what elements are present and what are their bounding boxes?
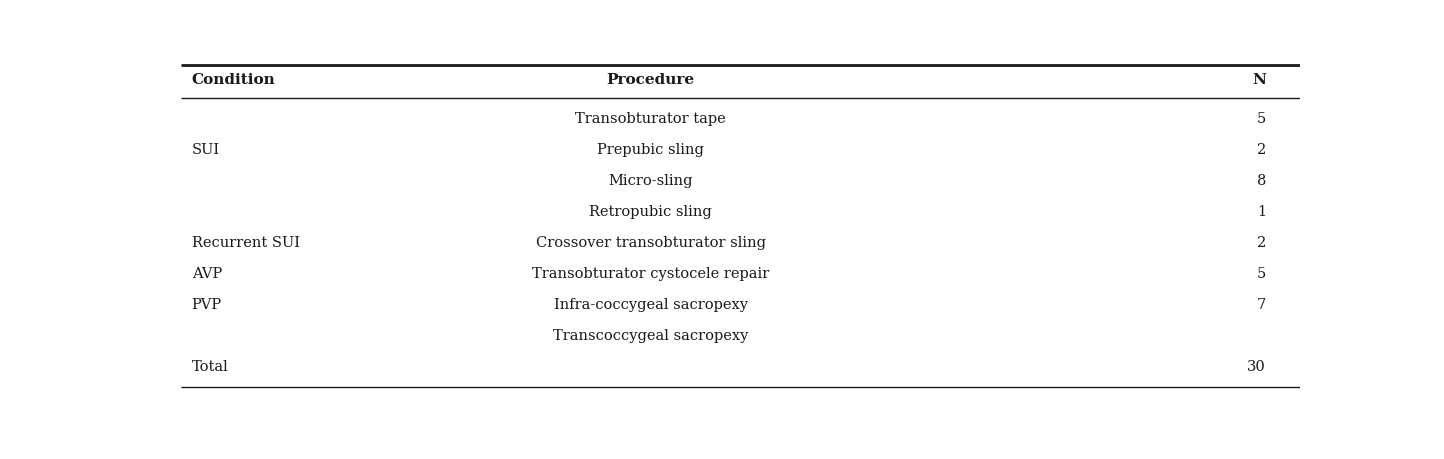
Text: SUI: SUI bbox=[192, 143, 219, 157]
Text: 8: 8 bbox=[1256, 174, 1266, 188]
Text: 1: 1 bbox=[1256, 205, 1266, 218]
Text: AVP: AVP bbox=[192, 266, 222, 280]
Text: Infra-coccygeal sacropexy: Infra-coccygeal sacropexy bbox=[553, 297, 748, 311]
Text: Crossover transobturator sling: Crossover transobturator sling bbox=[536, 235, 765, 249]
Text: Recurrent SUI: Recurrent SUI bbox=[192, 235, 300, 249]
Text: 5: 5 bbox=[1256, 112, 1266, 126]
Text: Micro-sling: Micro-sling bbox=[608, 174, 693, 188]
Text: Total: Total bbox=[192, 359, 228, 373]
Text: 5: 5 bbox=[1256, 266, 1266, 280]
Text: Transobturator tape: Transobturator tape bbox=[575, 112, 726, 126]
Text: Retropubic sling: Retropubic sling bbox=[589, 205, 712, 218]
Text: 30: 30 bbox=[1248, 359, 1266, 373]
Text: Condition: Condition bbox=[192, 73, 276, 87]
Text: PVP: PVP bbox=[192, 297, 222, 311]
Text: Transcoccygeal sacropexy: Transcoccygeal sacropexy bbox=[553, 328, 748, 342]
Text: 7: 7 bbox=[1256, 297, 1266, 311]
Text: Prepubic sling: Prepubic sling bbox=[596, 143, 705, 157]
Text: Procedure: Procedure bbox=[606, 73, 695, 87]
Text: Transobturator cystocele repair: Transobturator cystocele repair bbox=[531, 266, 770, 280]
Text: N: N bbox=[1252, 73, 1266, 87]
Text: 2: 2 bbox=[1256, 143, 1266, 157]
Text: 2: 2 bbox=[1256, 235, 1266, 249]
